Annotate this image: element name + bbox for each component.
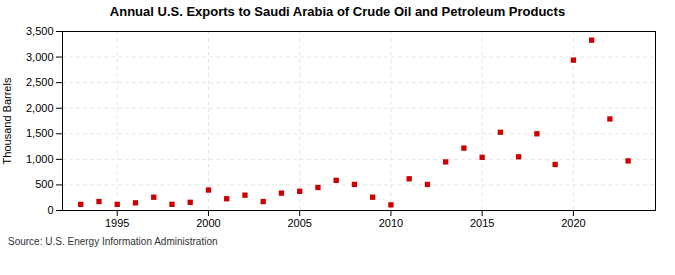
svg-text:1,500: 1,500 bbox=[26, 127, 54, 139]
html-text:Annual U.S. Exports to Saudi A: Annual U.S. Exports to Saudi Arabia of C… bbox=[109, 4, 566, 19]
svg-text:2020: 2020 bbox=[561, 217, 585, 229]
html-text:Source: U.S. Energy Informatio: Source: U.S. Energy Information Administ… bbox=[8, 236, 218, 247]
svg-text:1,000: 1,000 bbox=[26, 153, 54, 165]
svg-text:1995: 1995 bbox=[105, 217, 129, 229]
svg-text:500: 500 bbox=[35, 178, 53, 190]
svg-text:2000: 2000 bbox=[196, 217, 220, 229]
svg-text:2005: 2005 bbox=[287, 217, 311, 229]
svg-text:0: 0 bbox=[47, 204, 53, 216]
svg-text:2,500: 2,500 bbox=[26, 76, 54, 88]
svg-text:3,000: 3,000 bbox=[26, 51, 54, 63]
svg-text:2,000: 2,000 bbox=[26, 102, 54, 114]
svg-text:Thousand Barrels: Thousand Barrels bbox=[1, 77, 13, 164]
svg-text:2010: 2010 bbox=[379, 217, 403, 229]
svg-text:2015: 2015 bbox=[470, 217, 494, 229]
svg-text:3,500: 3,500 bbox=[26, 25, 54, 37]
